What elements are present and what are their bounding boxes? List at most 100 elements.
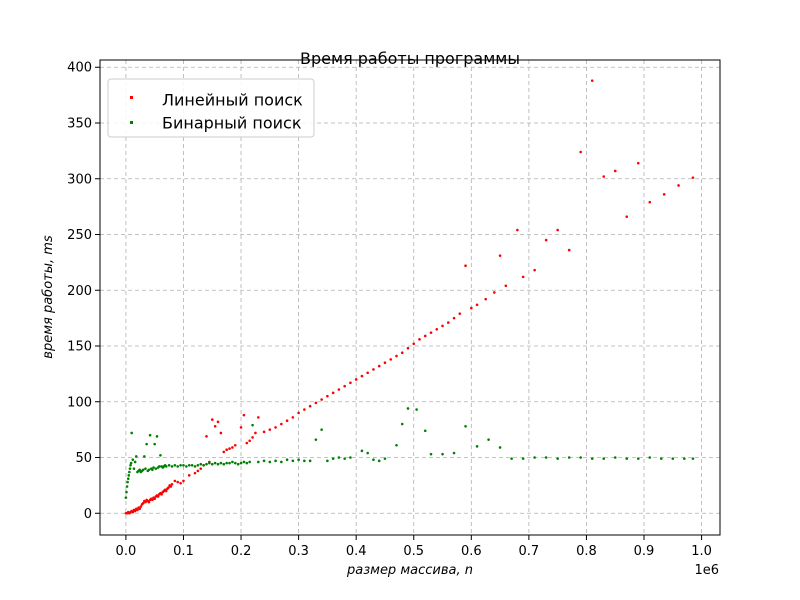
data-point <box>662 193 666 196</box>
data-point <box>372 368 375 371</box>
data-point <box>521 275 525 279</box>
data-point <box>297 458 300 462</box>
data-point <box>138 468 142 472</box>
data-point <box>248 460 251 464</box>
data-point <box>131 510 135 514</box>
data-point <box>320 398 323 401</box>
data-point <box>285 419 289 423</box>
data-point <box>268 460 272 464</box>
x-tick-label: 0.0 <box>116 544 137 559</box>
data-point <box>691 457 695 460</box>
data-point <box>164 465 168 468</box>
data-point <box>130 431 133 435</box>
data-point <box>395 354 398 358</box>
data-point <box>228 461 231 465</box>
data-point <box>196 469 200 473</box>
data-point <box>242 460 246 464</box>
data-point <box>349 456 352 459</box>
x-axis-label: размер массива, n <box>346 563 473 578</box>
y-tick-label: 0 <box>84 507 92 522</box>
legend-box <box>107 78 315 138</box>
data-point <box>544 456 548 459</box>
data-point <box>377 459 381 463</box>
data-point <box>182 464 185 467</box>
data-point <box>429 452 433 456</box>
data-point <box>691 176 695 179</box>
data-point <box>225 461 228 465</box>
data-point <box>251 436 254 439</box>
data-point <box>372 458 375 462</box>
data-point <box>228 447 231 450</box>
y-tick-label: 400 <box>67 61 92 76</box>
x-offset-label: 1e6 <box>694 563 719 578</box>
data-point <box>132 467 136 470</box>
data-point <box>556 457 559 460</box>
data-point <box>193 471 197 475</box>
data-point <box>533 268 536 272</box>
data-point <box>579 456 582 459</box>
data-point <box>268 428 272 431</box>
data-point <box>343 457 346 460</box>
data-point <box>464 424 467 428</box>
x-tick-label: 0.2 <box>231 544 252 559</box>
data-point <box>210 462 214 466</box>
data-point <box>185 465 188 468</box>
data-point <box>202 464 205 467</box>
data-point <box>151 498 154 502</box>
data-point <box>303 408 306 411</box>
data-point <box>625 215 629 218</box>
data-point <box>343 384 346 388</box>
legend-label-linear: Линейный поиск <box>162 91 303 110</box>
data-point <box>153 497 156 501</box>
y-tick-label: 100 <box>67 395 92 410</box>
data-point <box>415 408 418 411</box>
data-point <box>147 500 151 504</box>
data-point <box>216 420 220 424</box>
data-point <box>225 448 228 452</box>
data-point <box>199 462 203 466</box>
data-point <box>129 464 132 467</box>
data-point <box>219 461 223 465</box>
x-tick-label: 0.1 <box>173 544 194 559</box>
data-point <box>233 461 237 465</box>
data-point <box>285 458 289 462</box>
data-point <box>464 264 467 268</box>
data-point <box>231 460 234 464</box>
legend-marker-linear <box>130 96 133 99</box>
data-point <box>314 438 318 441</box>
data-point <box>498 446 502 449</box>
x-tick-label: 0.3 <box>288 544 309 559</box>
y-tick-label: 300 <box>67 172 92 187</box>
data-point <box>133 460 137 464</box>
data-point <box>423 429 427 433</box>
data-point <box>144 467 147 470</box>
data-point <box>475 303 479 307</box>
data-point <box>280 422 283 426</box>
data-point <box>602 175 606 178</box>
data-point <box>331 457 335 460</box>
data-point <box>498 254 502 257</box>
y-axis-label: время работы, ms <box>41 235 56 359</box>
data-point <box>484 297 488 301</box>
data-point <box>187 464 191 467</box>
data-point <box>677 184 680 187</box>
data-point <box>262 459 266 463</box>
data-point <box>590 457 594 460</box>
data-point <box>308 459 312 463</box>
data-point <box>331 391 335 395</box>
data-point <box>625 457 629 460</box>
data-point <box>326 459 329 463</box>
x-tick-label: 0.6 <box>461 544 482 559</box>
data-point <box>144 500 147 504</box>
x-axis: 0.0 0.1 0.2 0.3 0.4 0.5 0.6 0.7 0.8 0.9 1.0 <box>116 535 712 559</box>
data-point <box>412 342 416 346</box>
data-point <box>337 388 341 391</box>
data-point <box>262 430 266 434</box>
data-point <box>133 509 137 513</box>
data-point <box>441 452 444 456</box>
data-point <box>320 428 323 431</box>
y-tick-label: 150 <box>67 340 92 355</box>
data-point <box>143 455 146 458</box>
data-point <box>360 449 364 453</box>
data-point <box>349 381 352 385</box>
